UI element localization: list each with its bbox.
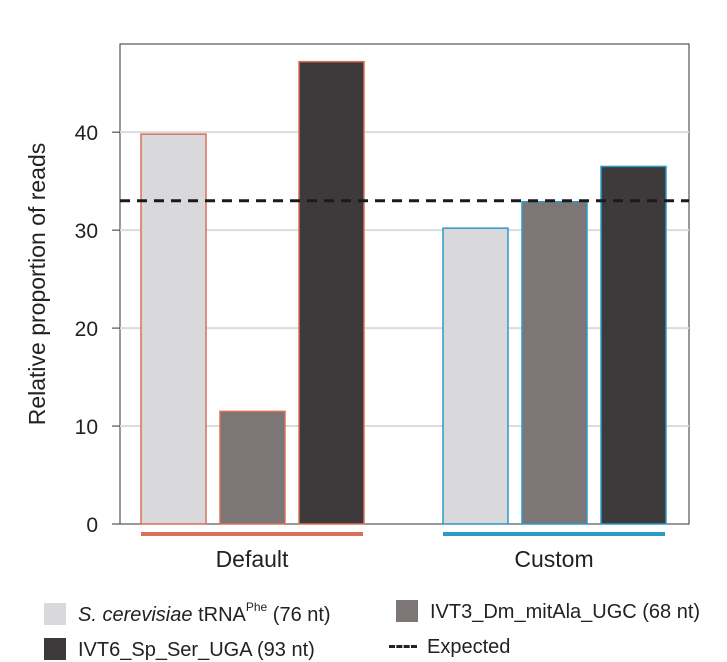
legend-item-series-2: IVT3_Dm_mitAla_UGC (68 nt) — [396, 600, 700, 624]
gridlines — [120, 131, 689, 428]
bar-default-series-1 — [140, 133, 207, 525]
y-tick-label: 30 — [75, 220, 98, 243]
plot-area — [119, 43, 690, 525]
legend-label-italic: S. cerevisiae — [78, 604, 193, 626]
y-tick-label: 10 — [75, 416, 98, 439]
legend-item-expected: Expected — [389, 636, 510, 659]
legend-dash-swatch — [389, 645, 417, 648]
legend-label-suffix: (76 nt) — [272, 604, 331, 626]
legend-label-main: tRNA — [198, 604, 246, 626]
bar-custom-series-1 — [442, 227, 509, 525]
y-tick-label: 0 — [86, 514, 98, 537]
bar-chart: 0 10 20 30 40 Default Custom Relative proport… — [24, 43, 690, 572]
bar-default-series-2 — [219, 410, 286, 525]
y-tick-label: 40 — [75, 122, 98, 145]
legend-swatch-1 — [44, 603, 66, 625]
bars — [140, 60, 667, 525]
y-axis: 0 10 20 30 40 — [75, 122, 120, 537]
y-axis-label: Relative proportion of reads — [24, 143, 50, 426]
y-tick-label: 20 — [75, 318, 98, 341]
group-label-custom: Custom — [514, 546, 593, 572]
group-label-default: Default — [216, 546, 289, 572]
legend-label: IVT6_Sp_Ser_UGA (93 nt) — [78, 639, 315, 661]
legend-swatch-2 — [396, 600, 418, 622]
bar-default-series-3 — [298, 60, 365, 525]
legend-item-series-1: S. cerevisiae tRNAPhe (76 nt) — [44, 600, 331, 627]
legend-label: Expected — [427, 636, 511, 658]
legend-item-series-3: IVT6_Sp_Ser_UGA (93 nt) — [44, 638, 315, 662]
legend-label: IVT3_Dm_mitAla_UGC (68 nt) — [430, 601, 701, 623]
legend-label-sup: Phe — [245, 600, 268, 614]
bar-custom-series-2 — [521, 200, 588, 525]
legend-swatch-3 — [44, 638, 66, 660]
bar-custom-series-3 — [600, 165, 667, 525]
group-axis: Default Custom — [141, 532, 665, 572]
